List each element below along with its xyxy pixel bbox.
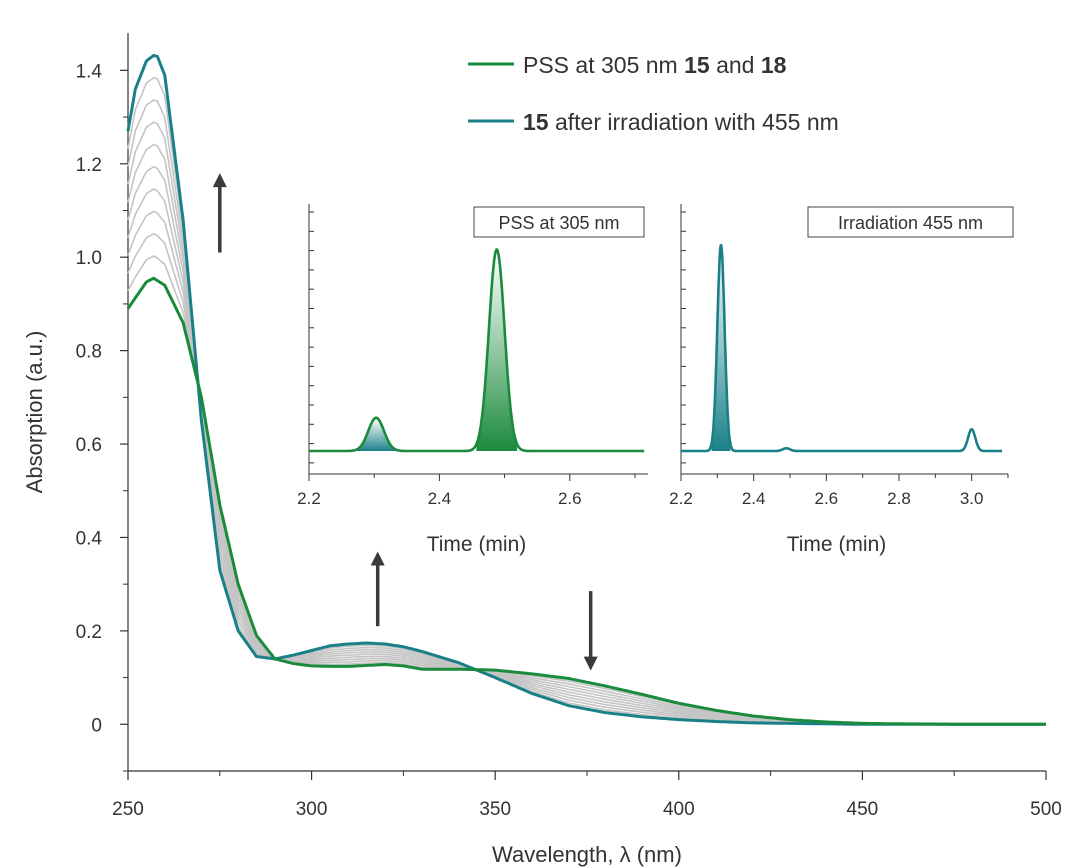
inset-label-box [807, 206, 1014, 238]
x-tick-label: 300 [296, 799, 328, 820]
inset-label: Irradiation 455 nm [838, 213, 983, 233]
y-tick-label: 1.2 [76, 155, 102, 176]
inset-x-tick-label: 2.2 [297, 489, 321, 508]
inset-peak-fill [476, 249, 518, 451]
inset-label-box [473, 206, 645, 238]
arrow-head-up [212, 173, 227, 188]
x-tick-label: 400 [663, 799, 695, 820]
inset-trace [308, 248, 645, 453]
main-plot: 0 0.2 0.4 0.6 0.8 1.0 1.2 1.4 250 300 350 400 450 500… [22, 33, 1062, 867]
series-pss-line [126, 276, 1046, 726]
x-tick-label: 350 [479, 799, 511, 820]
y-tick-label: 0.6 [76, 435, 102, 456]
inset-trace [680, 244, 1003, 453]
intermediate-trace [127, 165, 1046, 726]
legend-label-part: 15 [684, 52, 710, 78]
inset-x-tick-label: 3.0 [960, 489, 984, 508]
intermediate-trace [127, 99, 1046, 726]
series-after-irradiation-line [126, 53, 1046, 726]
inset-x-axis-title: Time (min) [427, 533, 527, 556]
legend-label-part: and [710, 52, 761, 78]
inset-x-tick-label: 2.2 [669, 489, 693, 508]
inset-x-tick-label: 2.8 [887, 489, 911, 508]
arrow-head-up [370, 551, 385, 566]
x-tick-label: 250 [112, 799, 144, 820]
intermediate-trace [127, 188, 1046, 726]
inset-label: PSS at 305 nm [498, 213, 619, 233]
x-tick-label: 500 [1030, 799, 1062, 820]
inset-chromatogram-pss: 2.2 2.4 2.6 Time (min) PSS at 305 nm [297, 204, 648, 556]
intermediate-trace [127, 76, 1046, 726]
legend-label-part: after irradiation with 455 nm [549, 109, 839, 135]
y-tick-label: 0.2 [76, 622, 102, 643]
y-tick-label: 0.4 [76, 528, 103, 549]
y-tick-label: 1.4 [76, 61, 103, 82]
inset-x-axis-title: Time (min) [787, 533, 887, 556]
arrow-head-down [583, 656, 598, 671]
inset-x-tick-label: 2.4 [742, 489, 766, 508]
inset-chromatogram-irradiation: 2.2 2.4 2.6 2.8 3.0 Time (min) Irradiation 455… [669, 204, 1014, 556]
y-tick-label: 1.0 [76, 248, 102, 269]
y-axis-title: Absorption (a.u.) [22, 331, 47, 494]
inset-x-tick-label: 2.4 [428, 489, 452, 508]
legend-label-part: 18 [761, 52, 787, 78]
inset-x-tick-label: 2.6 [815, 489, 839, 508]
inset-x-tick-label: 2.6 [558, 489, 582, 508]
legend-label-part: 15 [523, 109, 549, 135]
x-tick-label: 450 [847, 799, 879, 820]
legend-label-part: PSS at 305 nm [523, 52, 684, 78]
inset-peak-fill [355, 417, 397, 451]
x-axis-title: Wavelength, λ (nm) [492, 842, 682, 867]
legend-label: 15 after irradiation with 455 nm [523, 109, 839, 135]
y-tick-label: 0.8 [76, 342, 102, 363]
y-tick-label: 0 [91, 715, 102, 736]
legend-label: PSS at 305 nm 15 and 18 [523, 52, 787, 78]
